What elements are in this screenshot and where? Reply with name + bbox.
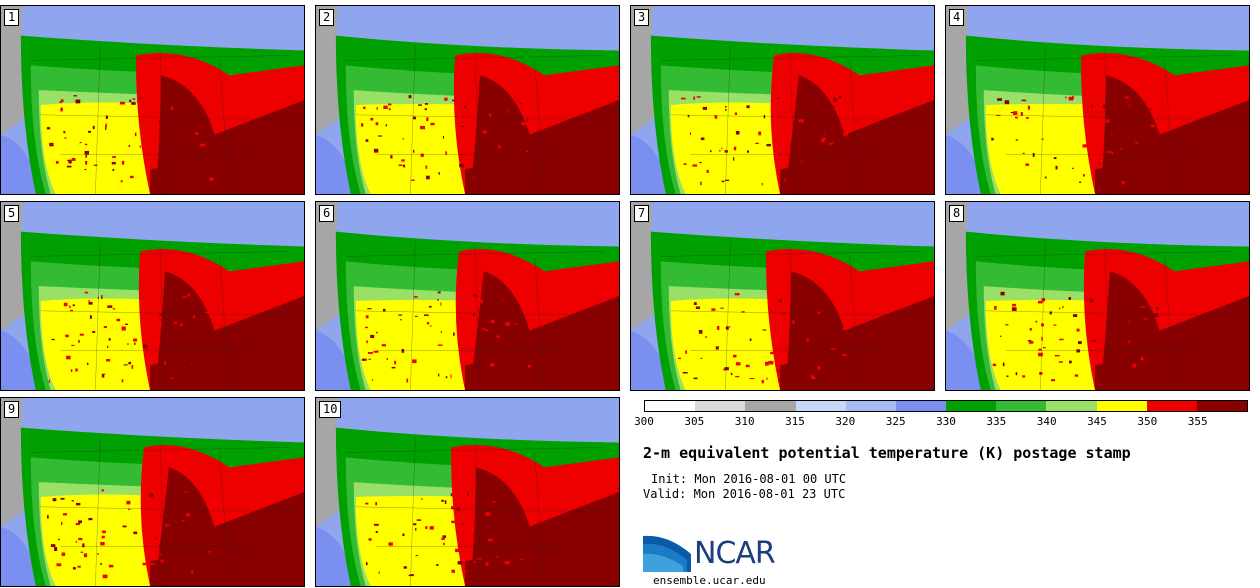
colorbar-label: 300 — [634, 415, 654, 428]
ensemble-member-map: 8 — [945, 201, 1250, 391]
member-number-label: 3 — [634, 9, 650, 26]
page-title: 2-m equivalent potential temperature (K)… — [643, 444, 1131, 462]
map-field — [1, 398, 304, 586]
map-field — [1, 6, 304, 194]
member-number-label: 1 — [4, 9, 20, 26]
ensemble-member-map: 6 — [315, 201, 620, 391]
member-number-label: 9 — [4, 401, 20, 418]
colorbar-swatch — [645, 401, 696, 411]
colorbar-swatch — [1146, 401, 1197, 411]
member-number-label: 5 — [4, 205, 20, 222]
map-field — [316, 6, 619, 194]
colorbar-swatch — [996, 401, 1047, 411]
colorbar-swatch — [845, 401, 896, 411]
colorbar-label: 320 — [835, 415, 856, 428]
ensemble-member-map: 3 — [630, 5, 935, 195]
colorbar-label: 335 — [986, 415, 1007, 428]
colorbar-swatch — [1196, 401, 1248, 411]
member-number-label: 4 — [949, 9, 965, 26]
colorbar-label: 355 — [1187, 415, 1208, 428]
colorbar-swatch — [1046, 401, 1097, 411]
member-number-label: 2 — [319, 9, 335, 26]
map-field — [1, 202, 304, 390]
map-field — [631, 6, 934, 194]
colorbar — [644, 400, 1248, 412]
colorbar-label: 345 — [1087, 415, 1107, 428]
member-number-label: 10 — [319, 401, 342, 418]
ensemble-member-map: 7 — [630, 201, 935, 391]
colorbar-label: 315 — [785, 415, 805, 428]
map-field — [946, 6, 1249, 194]
colorbar-swatch — [795, 401, 846, 411]
colorbar-label: 325 — [885, 415, 906, 428]
colorbar-swatch — [745, 401, 796, 411]
ensemble-member-map: 4 — [945, 5, 1250, 195]
ncar-logo-icon — [643, 535, 691, 572]
colorbar-swatch — [946, 401, 997, 411]
colorbar-label: 350 — [1137, 415, 1158, 428]
colorbar-swatch — [895, 401, 947, 411]
init-time: Init: Mon 2016-08-01 00 UTC — [651, 472, 847, 486]
colorbar-label: 330 — [936, 415, 956, 428]
ensemble-member-map: 5 — [0, 201, 305, 391]
colorbar-label: 340 — [1036, 415, 1057, 428]
ensemble-member-map: 2 — [315, 5, 620, 195]
ensemble-member-map: 10 — [315, 397, 620, 587]
site-url: ensemble.ucar.edu — [653, 574, 766, 587]
member-number-label: 7 — [634, 205, 650, 222]
ensemble-member-map: 1 — [0, 5, 305, 195]
colorbar-labels: 300 305 310 315 320 325 330 335 340 345 350 355 — [632, 415, 1260, 429]
colorbar-swatch — [695, 401, 746, 411]
map-field — [316, 202, 619, 390]
colorbar-label: 305 — [684, 415, 705, 428]
map-field — [316, 398, 619, 586]
ensemble-member-map: 9 — [0, 397, 305, 587]
map-field — [631, 202, 934, 390]
map-field — [946, 202, 1249, 390]
valid-time: Valid: Mon 2016-08-01 23 UTC — [643, 487, 846, 501]
colorbar-swatch — [1096, 401, 1147, 411]
colorbar-label: 310 — [734, 415, 755, 428]
ncar-logo-text: NCAR — [694, 536, 776, 571]
member-number-label: 6 — [319, 205, 335, 222]
member-number-label: 8 — [949, 205, 965, 222]
